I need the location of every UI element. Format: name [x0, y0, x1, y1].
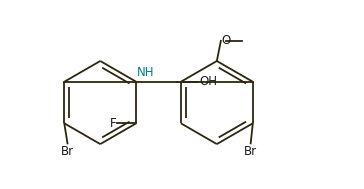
Text: F: F [110, 117, 116, 130]
Text: Br: Br [61, 145, 74, 158]
Text: OH: OH [199, 75, 217, 88]
Text: O: O [222, 34, 231, 47]
Text: NH: NH [136, 66, 154, 79]
Text: Br: Br [244, 145, 257, 158]
